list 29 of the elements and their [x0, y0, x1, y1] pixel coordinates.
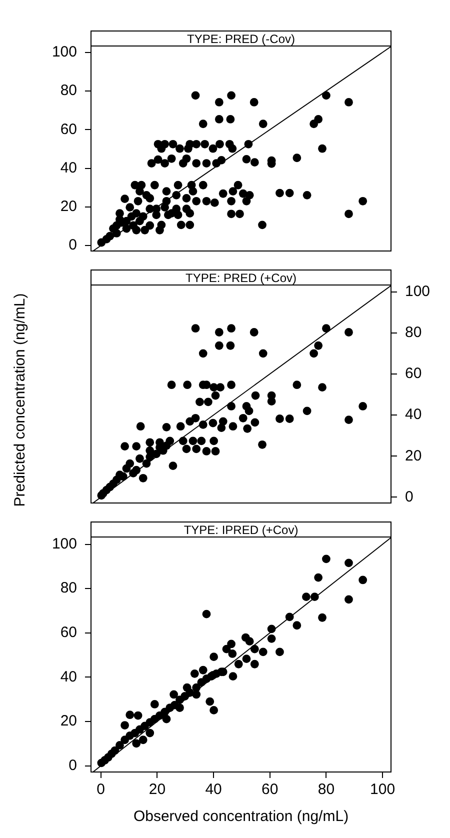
y2-tick-label: 40: [405, 406, 422, 424]
x-tick-label: 100: [370, 781, 396, 798]
x-tick-label: 40: [205, 781, 222, 798]
y-tick-label: 80: [60, 580, 77, 597]
y-tick-label: 100: [52, 535, 77, 552]
y-tick-label: 80: [60, 82, 77, 100]
y-tick-label: 0: [68, 756, 77, 774]
x-axis-title: Observed concentration (ng/mL): [133, 808, 349, 826]
y-tick-label: 40: [60, 668, 77, 686]
y-tick-label: 60: [60, 120, 77, 138]
y2-tick-label: 0: [405, 488, 414, 506]
chart-title: TYPE: PRED (-Cov): [186, 32, 296, 46]
x-tick-label: 80: [318, 781, 335, 798]
x-tick-label: 60: [262, 781, 278, 798]
y-tick-label: 100: [52, 44, 77, 61]
y-tick-label: 20: [60, 712, 77, 730]
y-tick-label: 0: [68, 236, 77, 254]
y2-tick-label: 60: [405, 365, 422, 382]
chart-title: TYPE: IPRED (+Cov): [184, 522, 298, 537]
chart-title: TYPE: PRED (+Cov): [185, 270, 297, 285]
y2-tick-label: 80: [405, 324, 422, 342]
y2-tick-label: 20: [405, 447, 422, 464]
y-tick-label: 20: [60, 198, 77, 216]
x-tick-label: 0: [96, 781, 106, 798]
x-tick-label: 20: [148, 781, 166, 798]
y2-tick-label: 100: [405, 282, 430, 300]
y-tick-label: 60: [60, 624, 77, 642]
y-axis-title: Predicted concentration (ng/mL): [12, 293, 28, 507]
y-tick-label: 40: [60, 159, 77, 176]
